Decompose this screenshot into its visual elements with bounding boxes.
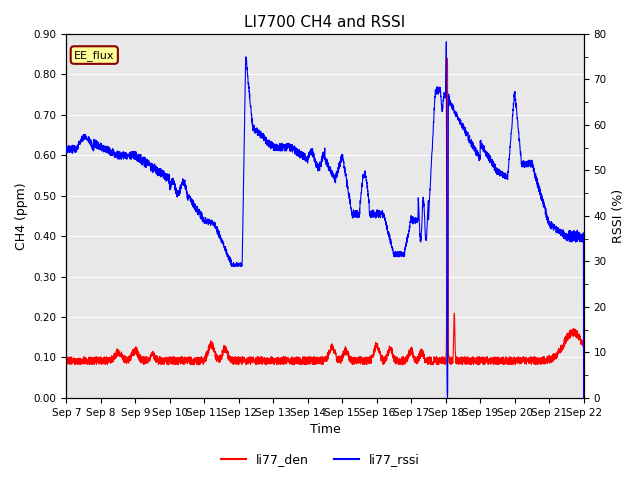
- Legend: li77_den, li77_rssi: li77_den, li77_rssi: [216, 448, 424, 471]
- Y-axis label: CH4 (ppm): CH4 (ppm): [15, 182, 28, 250]
- Title: LI7700 CH4 and RSSI: LI7700 CH4 and RSSI: [244, 15, 406, 30]
- Y-axis label: RSSI (%): RSSI (%): [612, 189, 625, 243]
- X-axis label: Time: Time: [310, 423, 340, 436]
- Text: EE_flux: EE_flux: [74, 49, 115, 60]
